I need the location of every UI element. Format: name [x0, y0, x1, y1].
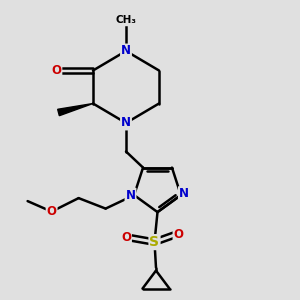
Polygon shape — [58, 103, 93, 116]
Text: O: O — [121, 231, 131, 244]
Text: N: N — [121, 44, 131, 58]
Text: O: O — [173, 228, 184, 241]
Text: S: S — [149, 235, 160, 249]
Text: N: N — [179, 187, 189, 200]
Text: N: N — [125, 189, 136, 202]
Text: CH₃: CH₃ — [116, 15, 136, 26]
Text: O: O — [51, 64, 62, 77]
Text: O: O — [46, 205, 57, 218]
Text: N: N — [121, 116, 131, 130]
